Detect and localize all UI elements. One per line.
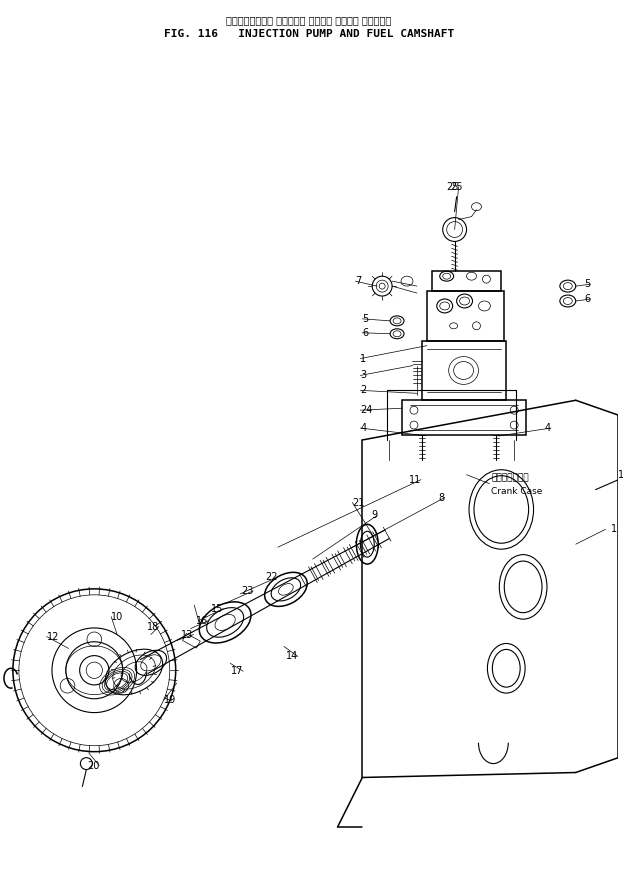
Text: 10: 10 [111,611,123,622]
Text: 11: 11 [409,474,421,485]
Text: 17: 17 [231,666,243,677]
Text: 14: 14 [285,651,298,661]
Text: 2: 2 [360,385,366,395]
Text: インシ゚ェクショ ポンプ゚ オヨピ フェイル カムシャフ: インシ゚ェクショ ポンプ゚ オヨピ フェイル カムシャフ [226,15,391,25]
Text: 8: 8 [439,493,445,502]
Text: 13: 13 [181,630,194,639]
Text: 24: 24 [360,405,373,415]
Text: 19: 19 [164,695,176,705]
Text: 9: 9 [371,510,377,521]
Text: 15: 15 [211,603,224,614]
Text: 20: 20 [87,760,99,771]
Text: 16: 16 [196,616,209,625]
Text: 18: 18 [146,622,159,631]
Text: 4: 4 [545,423,551,433]
Text: 1: 1 [360,353,366,364]
Text: FIG. 116   INJECTION PUMP AND FUEL CAMSHAFT: FIG. 116 INJECTION PUMP AND FUEL CAMSHAF… [164,29,454,39]
Text: 25: 25 [446,182,459,192]
Polygon shape [183,633,200,648]
Text: 23: 23 [240,586,253,596]
Text: 5: 5 [363,314,369,324]
Text: 3: 3 [360,371,366,380]
Text: 6: 6 [584,294,591,304]
Text: 12: 12 [47,631,59,642]
Text: 4: 4 [360,423,366,433]
Text: 1: 1 [611,524,617,535]
Text: 21: 21 [353,498,365,508]
Text: クランクケース: クランクケース [492,473,529,482]
Text: 7: 7 [355,276,361,286]
Text: 22: 22 [265,572,278,582]
Text: 5: 5 [584,279,591,290]
Text: 25: 25 [450,182,463,192]
Text: 1: 1 [619,470,623,480]
Text: Crank Case: Crank Case [492,487,543,496]
Text: 6: 6 [363,328,368,337]
